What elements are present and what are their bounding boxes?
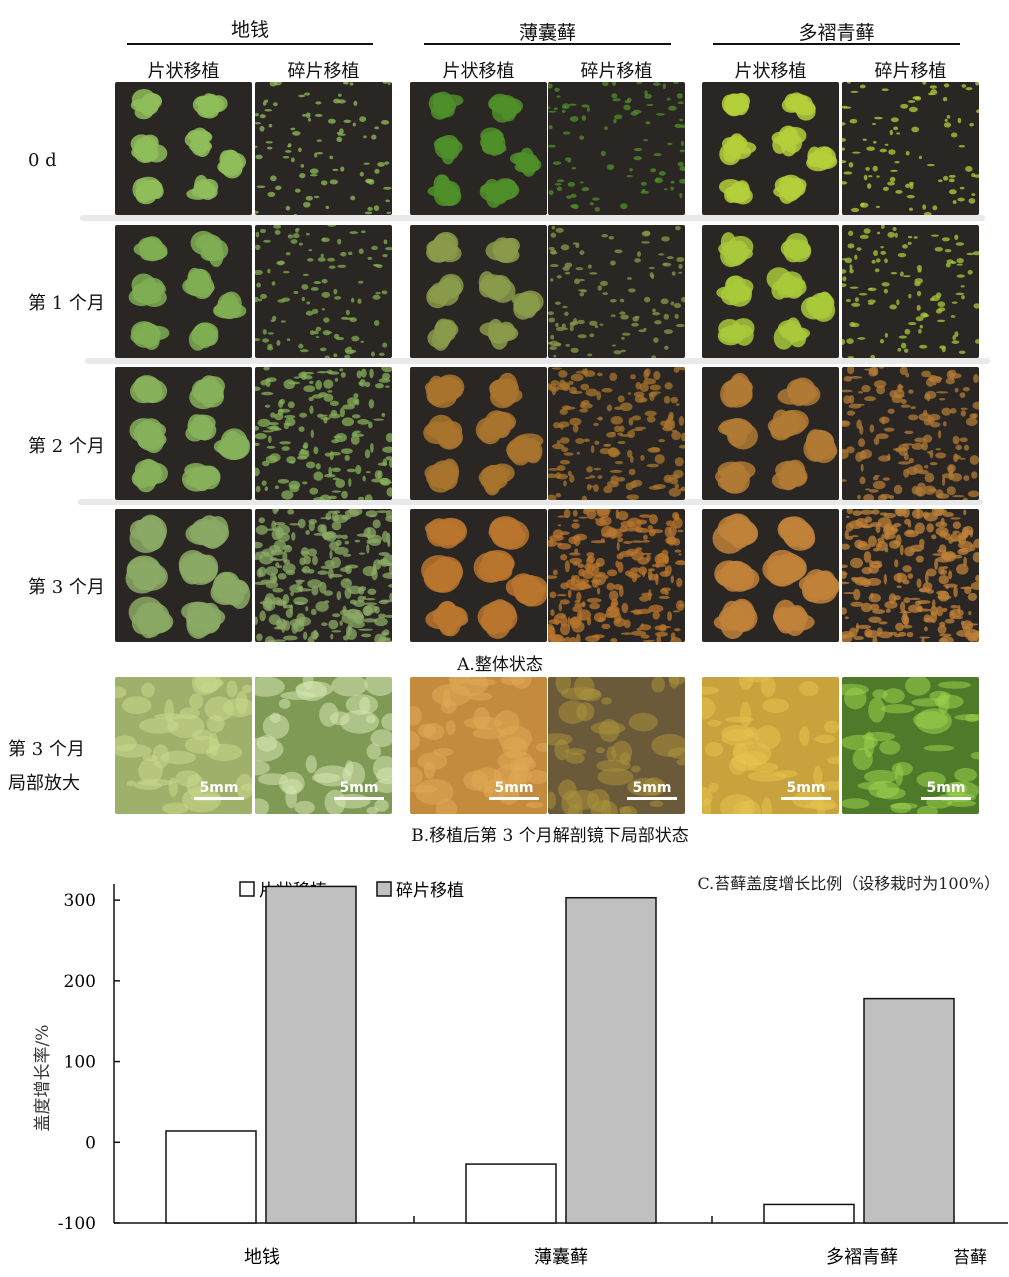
moss-photo — [702, 367, 839, 500]
moss-photo — [702, 82, 839, 215]
moss-photo — [255, 82, 392, 215]
y-tick-label: 200 — [64, 972, 96, 992]
zoom-photo: 5mm — [842, 677, 979, 814]
method-label: 碎片移植 — [287, 61, 360, 82]
scale-bar: 5mm — [194, 780, 244, 800]
zoom-label-line2: 局部放大 — [8, 773, 80, 794]
caption-b: B.移植后第 3 个月解剖镜下局部状态 — [411, 826, 689, 846]
moss-photo — [255, 509, 392, 642]
moss-photo — [410, 509, 547, 642]
method-label: 片状移植 — [147, 61, 220, 82]
moss-photo — [842, 367, 979, 500]
moss-photo — [115, 367, 252, 500]
moss-photo — [548, 82, 685, 215]
scale-bar: 5mm — [921, 780, 971, 800]
bar-sheet — [465, 1163, 557, 1224]
y-tick-label: 0 — [85, 1133, 96, 1153]
x-axis-title: 苔藓 — [953, 1248, 987, 1268]
moss-photo — [115, 509, 252, 642]
species-rule-3 — [713, 43, 960, 45]
bar-fragment — [565, 896, 657, 1224]
row-separator — [85, 358, 990, 364]
caption-a: A.整体状态 — [457, 655, 543, 675]
zoom-photo: 5mm — [410, 677, 547, 814]
bar-fragment — [863, 997, 955, 1224]
method-label: 碎片移植 — [874, 61, 947, 82]
scale-bar: 5mm — [627, 780, 677, 800]
moss-photo — [702, 509, 839, 642]
scale-bar-label: 5mm — [786, 780, 826, 796]
bar-sheet — [165, 1130, 257, 1224]
moss-photo — [702, 225, 839, 358]
moss-photo — [410, 367, 547, 500]
zoom-photo: 5mm — [548, 677, 685, 814]
x-category-label: 地钱 — [244, 1247, 280, 1268]
coverage-growth-chart: 盖度增长率/% C.苔藓盖度增长比例（设移栽时为100%） 片状移植 碎片移植 … — [33, 874, 1008, 1268]
legend-swatch-fragment — [376, 881, 392, 897]
bar-sheet — [763, 1203, 855, 1224]
scale-bar-label: 5mm — [199, 780, 239, 796]
moss-photo — [115, 82, 252, 215]
x-category-label: 多褶青藓 — [826, 1247, 898, 1268]
scale-bar: 5mm — [489, 780, 539, 800]
moss-photo — [115, 225, 252, 358]
moss-photo — [410, 225, 547, 358]
chart-title: C.苔藓盖度增长比例（设移栽时为100%） — [697, 874, 1000, 893]
scale-bar-label: 5mm — [339, 780, 379, 796]
species-title-3: 多褶青藓 — [798, 22, 875, 44]
species-rule-2 — [424, 43, 671, 45]
legend-label-fragment: 碎片移植 — [396, 881, 464, 901]
species-rule-1 — [127, 43, 373, 45]
row-separator — [78, 499, 983, 505]
scale-bar-label: 5mm — [926, 780, 966, 796]
method-label: 片状移植 — [442, 61, 515, 82]
method-label: 片状移植 — [734, 61, 807, 82]
zoom-label-line1: 第 3 个月 — [8, 739, 85, 760]
scale-bar: 5mm — [334, 780, 384, 800]
moss-photo — [842, 82, 979, 215]
moss-photo — [548, 225, 685, 358]
x-category-label: 薄囊藓 — [534, 1247, 588, 1268]
moss-photo — [410, 82, 547, 215]
legend-swatch-sheet — [239, 881, 255, 897]
moss-photo — [842, 509, 979, 642]
zoom-photo: 5mm — [115, 677, 252, 814]
row-separator — [80, 215, 985, 221]
moss-photo — [255, 225, 392, 358]
y-axis-title: 盖度增长率/% — [33, 1025, 53, 1132]
moss-photo — [548, 509, 685, 642]
zoom-photo: 5mm — [702, 677, 839, 814]
scale-bar: 5mm — [781, 780, 831, 800]
method-label: 碎片移植 — [580, 61, 653, 82]
row-label-month2: 第 2 个月 — [28, 436, 105, 457]
y-tick-label: -100 — [58, 1214, 96, 1234]
row-label-month3: 第 3 个月 — [28, 577, 105, 598]
species-title-1: 地钱 — [230, 19, 269, 41]
bar-fragment — [265, 885, 357, 1224]
y-tick-label: 100 — [64, 1053, 96, 1073]
zoom-photo: 5mm — [255, 677, 392, 814]
moss-photo — [842, 225, 979, 358]
row-label-month1: 第 1 个月 — [28, 293, 105, 314]
scale-bar-label: 5mm — [494, 780, 534, 796]
y-tick-label: 300 — [64, 891, 96, 911]
moss-photo — [548, 367, 685, 500]
species-title-2: 薄囊藓 — [518, 22, 576, 44]
moss-photo — [255, 367, 392, 500]
scale-bar-label: 5mm — [632, 780, 672, 796]
row-label-0d: 0 d — [28, 150, 57, 171]
